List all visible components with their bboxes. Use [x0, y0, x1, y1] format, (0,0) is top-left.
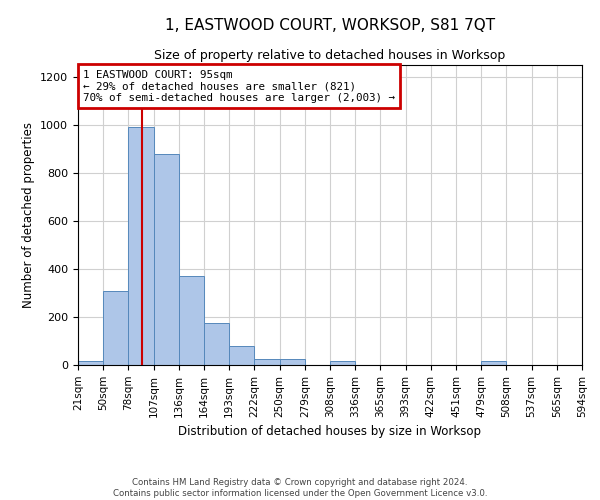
- Bar: [103, 290, 128, 365]
- Text: Contains HM Land Registry data © Crown copyright and database right 2024.
Contai: Contains HM Land Registry data © Crown c…: [113, 478, 487, 498]
- Title: Size of property relative to detached houses in Worksop: Size of property relative to detached ho…: [154, 50, 506, 62]
- Bar: [128, 128, 154, 365]
- Bar: [78, 362, 103, 365]
- Y-axis label: Number of detached properties: Number of detached properties: [22, 122, 35, 308]
- Bar: [481, 362, 506, 365]
- Bar: [254, 359, 280, 365]
- Text: 1, EASTWOOD COURT, WORKSOP, S81 7QT: 1, EASTWOOD COURT, WORKSOP, S81 7QT: [165, 18, 495, 32]
- Text: 1 EASTWOOD COURT: 95sqm
← 29% of detached houses are smaller (821)
70% of semi-d: 1 EASTWOOD COURT: 95sqm ← 29% of detache…: [83, 70, 395, 102]
- X-axis label: Distribution of detached houses by size in Worksop: Distribution of detached houses by size …: [179, 425, 482, 438]
- Bar: [204, 323, 229, 365]
- Bar: [229, 346, 254, 365]
- Bar: [154, 154, 179, 365]
- Bar: [280, 359, 305, 365]
- Bar: [330, 362, 355, 365]
- Bar: [179, 276, 204, 365]
